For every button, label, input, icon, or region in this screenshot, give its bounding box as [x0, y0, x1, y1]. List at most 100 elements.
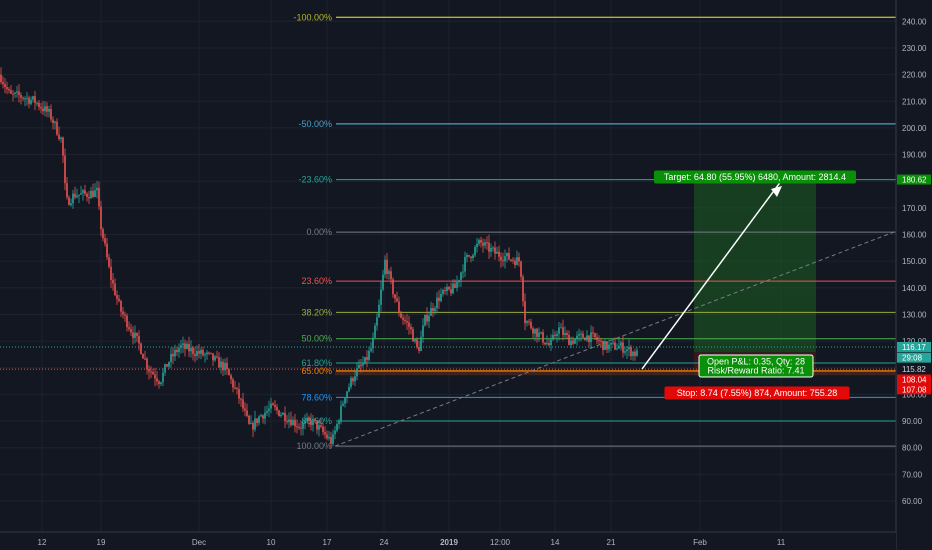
time-tick: 24 — [380, 538, 389, 547]
candle-body — [58, 134, 60, 140]
candle-body — [380, 289, 382, 305]
candle-body — [282, 412, 284, 415]
candle-body — [430, 307, 432, 316]
candle-body — [180, 345, 182, 348]
candle-body — [370, 348, 372, 351]
position-labels[interactable]: Target: 64.80 (55.95%) 6480, Amount: 281… — [654, 170, 856, 400]
candle-body — [242, 399, 244, 409]
pnl-label-text: Risk/Reward Ratio: 7.41 — [707, 366, 804, 376]
candle-body — [238, 389, 240, 399]
candle-body — [122, 311, 124, 315]
candle-body — [2, 82, 4, 85]
candle-body — [172, 353, 174, 357]
candle-body — [484, 242, 486, 246]
candle-body — [374, 325, 376, 338]
time-tick: 14 — [551, 538, 560, 547]
candle-body — [406, 321, 408, 323]
time-axis[interactable]: 12 19 Dec 10 17 24 2019 12:00 14 21 Feb 11 — [0, 531, 896, 550]
candle-body — [286, 421, 288, 423]
trend-line[interactable] — [334, 230, 899, 447]
candle-body — [440, 294, 442, 302]
candle-body — [534, 328, 536, 334]
candle-body — [118, 298, 120, 301]
price-tick: 70.00 — [902, 470, 923, 479]
candle-body — [236, 387, 238, 390]
price-tick: 130.00 — [902, 310, 927, 319]
candle-body — [550, 339, 552, 346]
candle-body — [162, 372, 164, 383]
candle-body — [214, 356, 216, 361]
candle-body — [524, 301, 526, 324]
candle-body — [498, 251, 500, 257]
candle-body — [306, 418, 308, 421]
candle-body — [42, 108, 44, 112]
price-tick: 140.00 — [902, 284, 927, 293]
candle-body — [528, 321, 530, 323]
candle-body — [340, 405, 342, 422]
candle-body — [338, 421, 340, 424]
candle-body — [398, 301, 400, 314]
candle-body — [256, 418, 258, 423]
candle-body — [620, 342, 622, 346]
target-label-bg — [654, 170, 856, 184]
candle-body — [378, 304, 380, 318]
candle-body — [148, 368, 150, 372]
candle-body — [112, 279, 114, 284]
candle-body — [408, 322, 410, 327]
candle-body — [414, 339, 416, 342]
price-tag-text: 108.04 — [902, 375, 927, 384]
candle-body — [30, 99, 32, 104]
candle-body — [150, 371, 152, 373]
price-tag — [897, 352, 931, 363]
candle-body — [474, 247, 476, 256]
candle-body — [514, 260, 516, 266]
candle-body — [294, 419, 296, 427]
candle-body — [60, 137, 62, 140]
candle-body — [568, 334, 570, 346]
price-axis[interactable]: 240.00 230.00 220.00 210.00 200.00 190.00 180.… — [895, 0, 932, 550]
candle-body — [288, 419, 290, 422]
candle-body — [442, 290, 444, 295]
time-tick: 2019 — [440, 538, 458, 547]
candle-body — [170, 353, 172, 363]
candle-body — [168, 362, 170, 367]
time-axis-bg[interactable] — [0, 532, 896, 550]
candle-body — [578, 334, 580, 336]
target-arrow-head — [771, 186, 782, 197]
candle-body — [72, 193, 74, 204]
target-label[interactable]: Target: 64.80 (55.95%) 6480, Amount: 281… — [654, 170, 856, 184]
time-tick: Feb — [693, 538, 707, 547]
candle-body — [208, 352, 210, 354]
candle-body — [446, 286, 448, 292]
candle-body — [16, 91, 18, 93]
stop-label[interactable]: Stop: 8.74 (7.55%) 874, Amount: 755.28 — [664, 386, 850, 400]
candle-body — [478, 239, 480, 244]
candle-body — [410, 326, 412, 330]
candle-body — [426, 314, 428, 322]
trend-line-dashed[interactable] — [334, 230, 899, 447]
candle-body — [36, 102, 38, 104]
candle-body — [66, 183, 68, 198]
candle-body — [420, 336, 422, 352]
price-tag-text: 116.17 — [902, 343, 926, 352]
candle-body — [190, 347, 192, 352]
candle-body — [392, 279, 394, 295]
candle-body — [432, 307, 434, 312]
candle-body — [160, 382, 162, 384]
candle-body — [114, 283, 116, 296]
fibonacci-retracement[interactable]: -100.00% -50.00% -23.60% 0.00% 23.60% 38.20% 5… — [0, 12, 896, 451]
price-axis-bg[interactable] — [896, 0, 932, 550]
candle-body — [600, 340, 602, 342]
candle-body — [476, 243, 478, 248]
candle-body — [404, 319, 406, 322]
candle-body — [224, 362, 226, 371]
candle-body — [284, 412, 286, 422]
candle-body — [396, 298, 398, 302]
candle-body — [464, 256, 466, 272]
candle-body — [40, 107, 42, 109]
candle-body — [144, 358, 146, 360]
candle-body — [354, 376, 356, 382]
